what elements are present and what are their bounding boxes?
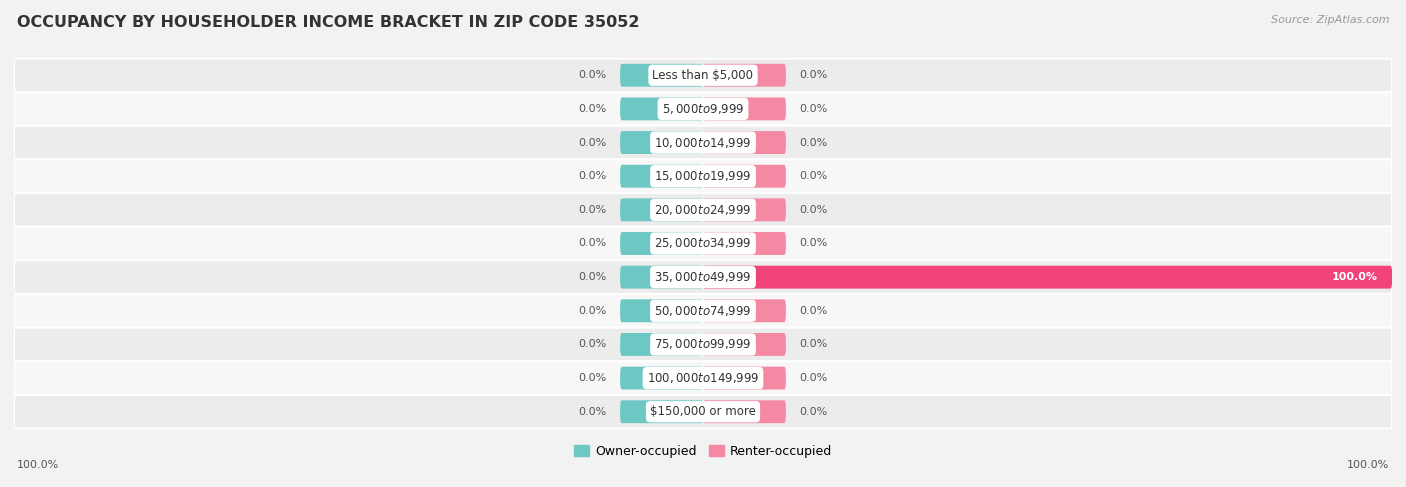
Text: 0.0%: 0.0% xyxy=(578,306,606,316)
Text: 0.0%: 0.0% xyxy=(800,137,828,148)
Text: 0.0%: 0.0% xyxy=(578,272,606,282)
FancyBboxPatch shape xyxy=(14,159,1392,193)
Text: $10,000 to $14,999: $10,000 to $14,999 xyxy=(654,135,752,150)
Text: 0.0%: 0.0% xyxy=(800,373,828,383)
Text: $15,000 to $19,999: $15,000 to $19,999 xyxy=(654,169,752,183)
Text: 0.0%: 0.0% xyxy=(800,70,828,80)
FancyBboxPatch shape xyxy=(14,126,1392,159)
Text: 100.0%: 100.0% xyxy=(1347,460,1389,470)
FancyBboxPatch shape xyxy=(14,226,1392,261)
Text: 0.0%: 0.0% xyxy=(578,373,606,383)
Text: $100,000 to $149,999: $100,000 to $149,999 xyxy=(647,371,759,385)
Text: Less than $5,000: Less than $5,000 xyxy=(652,69,754,82)
Text: 0.0%: 0.0% xyxy=(578,205,606,215)
FancyBboxPatch shape xyxy=(620,266,703,289)
Text: 0.0%: 0.0% xyxy=(800,339,828,350)
Text: $150,000 or more: $150,000 or more xyxy=(650,405,756,418)
Text: 0.0%: 0.0% xyxy=(800,104,828,114)
FancyBboxPatch shape xyxy=(14,294,1392,328)
Text: OCCUPANCY BY HOUSEHOLDER INCOME BRACKET IN ZIP CODE 35052: OCCUPANCY BY HOUSEHOLDER INCOME BRACKET … xyxy=(17,15,640,30)
FancyBboxPatch shape xyxy=(620,97,703,120)
Text: 100.0%: 100.0% xyxy=(1331,272,1378,282)
FancyBboxPatch shape xyxy=(703,333,786,356)
FancyBboxPatch shape xyxy=(620,232,703,255)
Text: $75,000 to $99,999: $75,000 to $99,999 xyxy=(654,337,752,352)
Text: 0.0%: 0.0% xyxy=(800,407,828,417)
Text: 0.0%: 0.0% xyxy=(800,205,828,215)
Text: 0.0%: 0.0% xyxy=(800,306,828,316)
Text: $20,000 to $24,999: $20,000 to $24,999 xyxy=(654,203,752,217)
FancyBboxPatch shape xyxy=(620,400,703,423)
FancyBboxPatch shape xyxy=(620,165,703,187)
FancyBboxPatch shape xyxy=(14,361,1392,395)
FancyBboxPatch shape xyxy=(620,333,703,356)
FancyBboxPatch shape xyxy=(14,58,1392,92)
FancyBboxPatch shape xyxy=(14,395,1392,429)
FancyBboxPatch shape xyxy=(703,131,786,154)
Text: 0.0%: 0.0% xyxy=(800,239,828,248)
Text: 0.0%: 0.0% xyxy=(578,407,606,417)
FancyBboxPatch shape xyxy=(620,300,703,322)
FancyBboxPatch shape xyxy=(703,367,786,390)
FancyBboxPatch shape xyxy=(14,92,1392,126)
FancyBboxPatch shape xyxy=(14,328,1392,361)
Text: 0.0%: 0.0% xyxy=(578,137,606,148)
FancyBboxPatch shape xyxy=(620,367,703,390)
FancyBboxPatch shape xyxy=(703,266,1392,289)
FancyBboxPatch shape xyxy=(703,165,786,187)
FancyBboxPatch shape xyxy=(703,64,786,87)
Text: 100.0%: 100.0% xyxy=(17,460,59,470)
Text: 0.0%: 0.0% xyxy=(578,104,606,114)
Text: 0.0%: 0.0% xyxy=(578,339,606,350)
FancyBboxPatch shape xyxy=(14,193,1392,226)
FancyBboxPatch shape xyxy=(620,198,703,221)
Text: 0.0%: 0.0% xyxy=(800,171,828,181)
FancyBboxPatch shape xyxy=(703,198,786,221)
Text: $35,000 to $49,999: $35,000 to $49,999 xyxy=(654,270,752,284)
Text: $50,000 to $74,999: $50,000 to $74,999 xyxy=(654,304,752,318)
FancyBboxPatch shape xyxy=(14,261,1392,294)
Text: $5,000 to $9,999: $5,000 to $9,999 xyxy=(662,102,744,116)
Text: 0.0%: 0.0% xyxy=(578,171,606,181)
Text: 0.0%: 0.0% xyxy=(578,70,606,80)
FancyBboxPatch shape xyxy=(703,300,786,322)
Text: $25,000 to $34,999: $25,000 to $34,999 xyxy=(654,237,752,250)
Text: 0.0%: 0.0% xyxy=(578,239,606,248)
FancyBboxPatch shape xyxy=(703,400,786,423)
FancyBboxPatch shape xyxy=(703,232,786,255)
FancyBboxPatch shape xyxy=(620,131,703,154)
Legend: Owner-occupied, Renter-occupied: Owner-occupied, Renter-occupied xyxy=(568,440,838,463)
FancyBboxPatch shape xyxy=(620,64,703,87)
Text: Source: ZipAtlas.com: Source: ZipAtlas.com xyxy=(1271,15,1389,25)
FancyBboxPatch shape xyxy=(703,97,786,120)
